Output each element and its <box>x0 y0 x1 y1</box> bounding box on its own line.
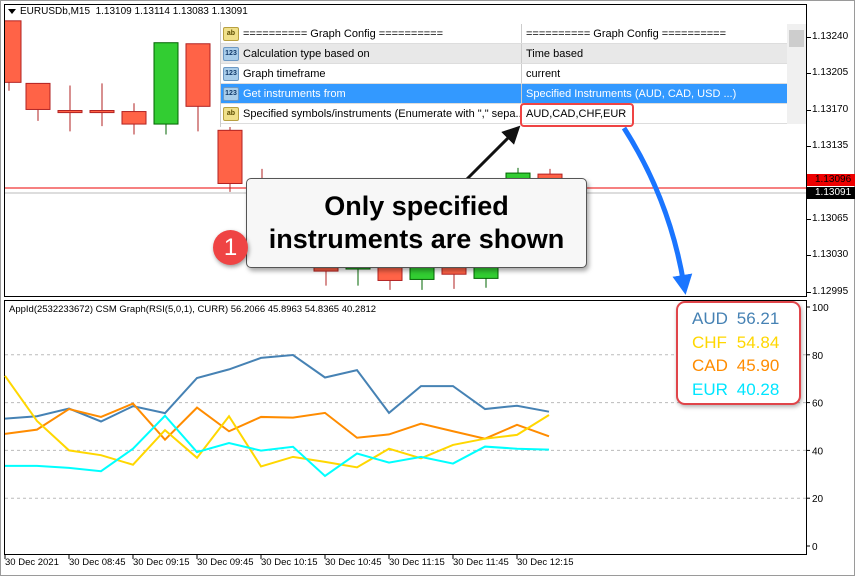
y-tick-label: 100 <box>812 303 829 314</box>
candle <box>25 82 51 121</box>
legend-currency: AUD <box>692 309 728 328</box>
candle <box>153 42 179 135</box>
number-type-icon: 123 <box>223 86 239 101</box>
config-row-get-instruments-from[interactable]: 123 Get instruments from Specified Instrum… <box>221 84 788 104</box>
price-tick-label: 1.13205 <box>812 67 849 78</box>
y-tick-label: 0 <box>812 542 818 553</box>
param-value[interactable]: Time based <box>521 44 583 63</box>
price-tick <box>807 291 811 293</box>
legend-value: 54.84 <box>736 332 780 352</box>
number-type-icon: 123 <box>223 66 239 81</box>
price-tick <box>807 109 811 111</box>
candle-body <box>5 20 22 83</box>
price-tick-label: 1.13240 <box>812 30 849 42</box>
currency-strength-legend: AUD 56.21 CHF 54.84 CAD 45.90 EUR 40.28 <box>676 301 801 405</box>
candle-body <box>57 110 83 114</box>
x-tick-label: 30 Dec 2021 <box>5 557 59 568</box>
string-type-icon: ab <box>223 26 239 41</box>
inputs-config-panel: ab ========== Graph Config ========== ====… <box>220 22 806 127</box>
param-value[interactable]: current <box>521 64 560 83</box>
config-row-calculation-type[interactable]: 123 Calculation type based on Time based <box>221 44 788 64</box>
indicator-title: AppId(2532233672) CSM Graph(RSI(5,0,1), … <box>9 304 377 315</box>
dropdown-triangle-icon[interactable] <box>8 8 16 14</box>
step-badge: 1 <box>213 230 248 265</box>
legend-item-aud: AUD 56.21 <box>692 307 799 331</box>
string-type-icon: ab <box>223 106 239 121</box>
price-tick <box>807 36 811 38</box>
config-row-header[interactable]: ab ========== Graph Config ========== ====… <box>221 24 788 44</box>
indicator-pane[interactable] <box>4 300 807 555</box>
callout-line-2: instruments are shown <box>268 224 565 254</box>
price-tick <box>807 218 811 220</box>
price-tick-label: 1.13065 <box>812 212 849 224</box>
param-name: Specified symbols/instruments (Enumerate… <box>243 107 521 120</box>
ohlc-label: 1.13109 1.13114 1.13083 1.13091 <box>95 6 248 17</box>
y-tick-label: 40 <box>812 446 824 457</box>
legend-item-eur: EUR 40.28 <box>692 378 799 402</box>
candle <box>217 125 243 192</box>
price-tick <box>807 73 811 74</box>
x-tick-label: 30 Dec 11:15 <box>389 557 445 568</box>
y-tick-label: 80 <box>812 351 824 362</box>
symbol-label: EURUSDb,M15 <box>20 6 91 17</box>
price-tick-label: 1.12995 <box>812 285 849 297</box>
chart-header: EURUSDb,M15 1.13109 1.13114 1.13083 1.13… <box>8 6 248 17</box>
current-price-label: 1.13091 <box>807 187 855 199</box>
price-tick-label: 1.13030 <box>812 249 849 261</box>
x-tick-label: 30 Dec 11:45 <box>453 557 509 568</box>
candle <box>89 83 115 127</box>
legend-item-cad: CAD 45.90 <box>692 354 799 378</box>
candle <box>5 20 22 91</box>
legend-item-chf: CHF 54.84 <box>692 331 799 355</box>
series-line-aud <box>4 354 550 423</box>
config-row-specified-symbols[interactable]: ab Specified symbols/instruments (Enumera… <box>221 104 788 124</box>
series-line-cad <box>4 402 550 442</box>
callout-box: Only specified instruments are shown <box>246 178 587 268</box>
series-line-chf <box>4 375 550 469</box>
candle-body <box>89 110 115 114</box>
panel-scrollbar[interactable] <box>787 24 806 124</box>
candle <box>121 103 147 135</box>
config-row-graph-timeframe[interactable]: 123 Graph timeframe current <box>221 64 788 84</box>
price-tick-label: 1.13170 <box>812 103 849 115</box>
callout-line-1: Only specified <box>324 191 509 221</box>
x-tick-label: 30 Dec 10:45 <box>325 557 382 568</box>
x-tick-label: 30 Dec 09:15 <box>133 557 190 568</box>
price-tick-label: 1.13135 <box>812 140 849 151</box>
candle-body <box>121 111 147 125</box>
candle <box>185 43 211 132</box>
legend-currency: EUR <box>692 379 728 399</box>
param-name: Get instruments from <box>243 87 346 100</box>
param-value[interactable]: Specified Instruments (AUD, CAD, USD ...… <box>521 84 736 103</box>
param-name: ========== Graph Config ========== <box>243 27 444 40</box>
candle <box>57 85 83 132</box>
param-value[interactable]: ========== Graph Config ========== <box>521 24 726 43</box>
legend-currency: CAD <box>692 356 728 375</box>
x-tick-label: 30 Dec 10:15 <box>261 557 318 568</box>
legend-currency: CHF <box>692 332 727 352</box>
symbols-value-highlight <box>520 103 634 127</box>
param-name: Graph timeframe <box>243 67 326 80</box>
candle-body <box>217 129 243 184</box>
price-tick <box>807 255 811 257</box>
series-line-eur <box>5 414 550 478</box>
candle-body <box>25 82 51 110</box>
param-name: Calculation type based on <box>243 47 370 60</box>
legend-value: 45.90 <box>736 356 780 375</box>
legend-value: 56.21 <box>736 309 780 328</box>
legend-value: 40.28 <box>736 379 780 399</box>
candle-body <box>153 42 179 125</box>
y-tick-label: 60 <box>812 399 824 410</box>
y-tick-label: 20 <box>812 494 824 505</box>
price-tick <box>807 146 811 147</box>
x-tick-label: 30 Dec 09:45 <box>197 557 254 568</box>
candle-body <box>185 43 211 107</box>
bid-price-label: 1.13096 <box>807 174 855 186</box>
scrollbar-thumb[interactable] <box>789 30 804 47</box>
x-tick-label: 30 Dec 08:45 <box>69 557 126 568</box>
x-tick-label: 30 Dec 12:15 <box>517 557 574 568</box>
number-type-icon: 123 <box>223 46 239 61</box>
